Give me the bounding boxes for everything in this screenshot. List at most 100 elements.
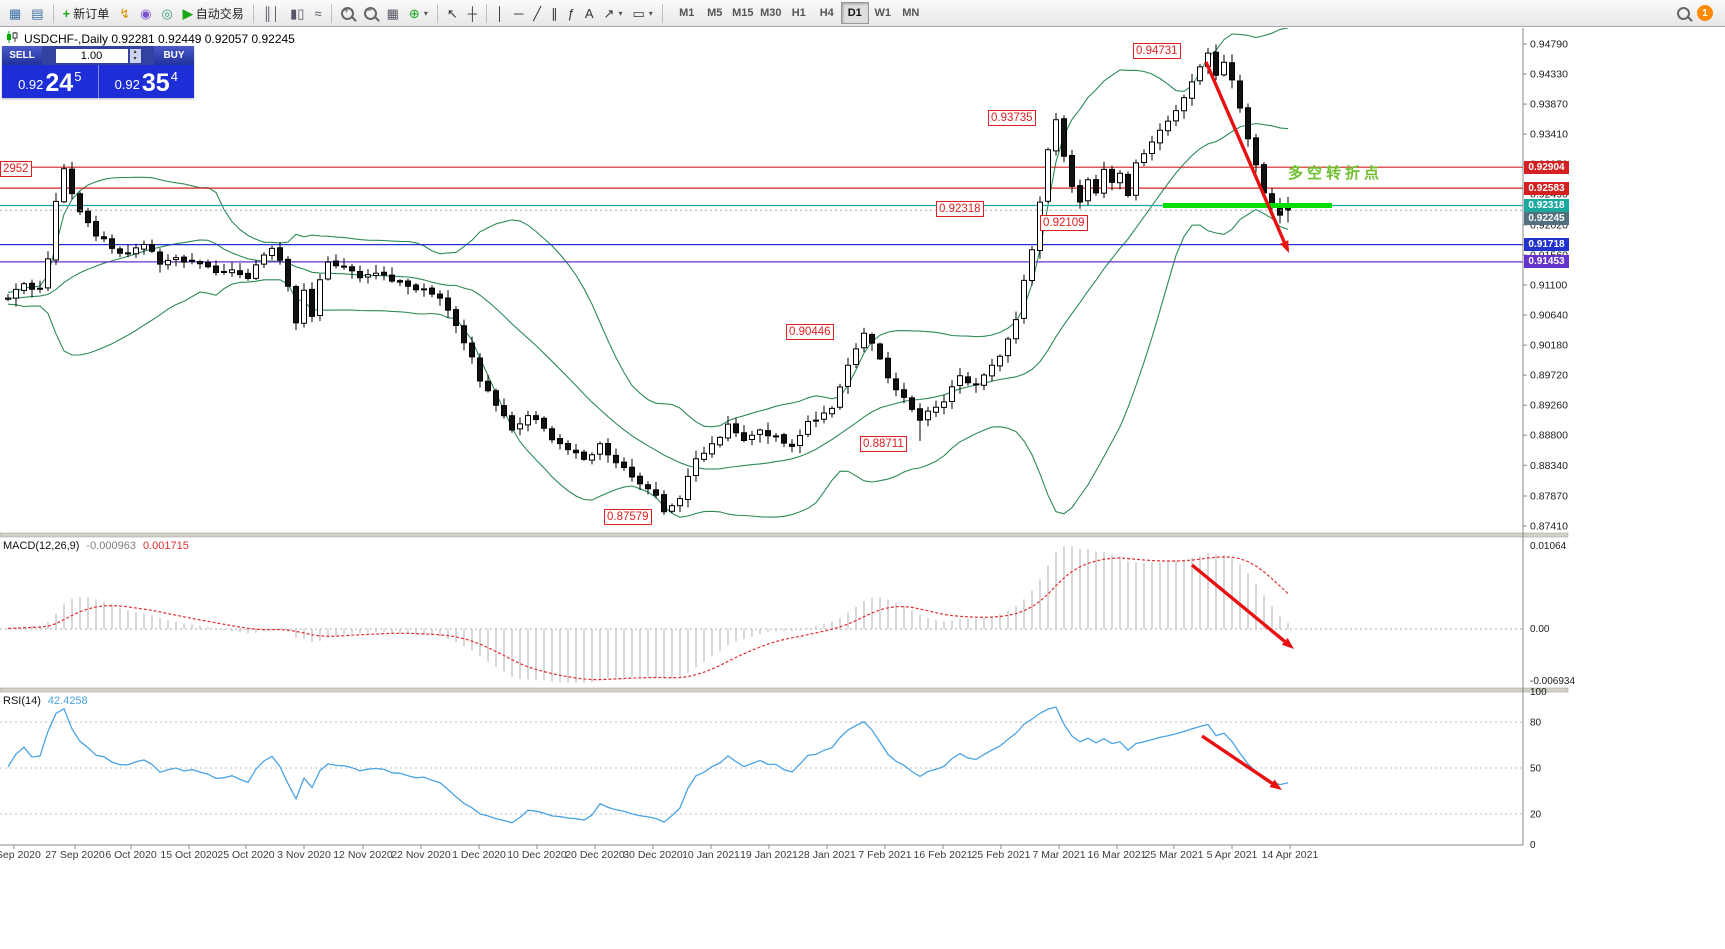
trend-arrow[interactable]	[1190, 563, 1286, 643]
toolbar-separator	[330, 3, 332, 23]
notification-badge[interactable]: 1	[1697, 5, 1713, 21]
buy-button[interactable]: BUY	[154, 46, 194, 65]
date-label: 28 Jan 2021	[798, 849, 856, 861]
price-axis-tag: 0.92904	[1524, 161, 1569, 174]
indicators-button[interactable]: ⊕ ▾	[404, 1, 433, 25]
price-label[interactable]: 0.88711	[860, 436, 907, 452]
rsi-value: 42.4258	[47, 695, 88, 707]
timeframe-m5[interactable]: M5	[707, 7, 723, 19]
timeframe-w1[interactable]: W1	[874, 7, 892, 19]
volume-decrease-button[interactable]: ▾	[129, 55, 141, 63]
line-chart-type-icon[interactable]: ≈	[309, 1, 326, 25]
panel-separator[interactable]	[0, 687, 1569, 693]
date-label: 7 Mar 2021	[1032, 849, 1085, 861]
price-label[interactable]: 0.87579	[604, 509, 652, 525]
chevron-down-icon: ▾	[618, 8, 623, 18]
timeframe-m1[interactable]: M1	[679, 7, 695, 19]
shapes-tool-button[interactable]: ▭ ▾	[627, 1, 657, 25]
price-tick-label: 0.94330	[1530, 69, 1568, 81]
one-click-prices: 0.92 24 5 0.92 35 4	[2, 65, 194, 98]
price-label[interactable]: 0.92318	[936, 201, 984, 217]
buy-price[interactable]: 0.92 35 4	[99, 65, 195, 98]
chevron-down-icon: ▾	[423, 8, 428, 18]
date-label: 27 Sep 2020	[45, 849, 105, 861]
autotrading-button[interactable]: ▶ 自动交易	[178, 1, 249, 25]
price-label[interactable]: 0.92109	[1040, 215, 1088, 231]
magnifier-icon	[363, 6, 377, 20]
rsi-axis-label: 50	[1530, 764, 1542, 775]
fibonacci-icon[interactable]: ƒ	[563, 1, 580, 25]
zoom-in-button[interactable]: +	[336, 1, 359, 25]
trendline-icon-glyph: ╱	[533, 5, 542, 21]
date-label: 1 Dec 2020	[452, 849, 506, 861]
panel-separator[interactable]	[0, 532, 1569, 538]
metaeditor-icon[interactable]: ↯	[114, 1, 135, 25]
timeframe-d1[interactable]: D1	[840, 2, 869, 24]
date-label: 20 Dec 2020	[565, 849, 625, 861]
signals-icon[interactable]: ◎	[156, 1, 177, 25]
toolbar-separator	[52, 3, 54, 23]
zoom-out-button[interactable]: −	[359, 1, 382, 25]
price-tick-label: 0.87870	[1530, 491, 1568, 503]
autotrading-button-label: 自动交易	[195, 6, 244, 21]
sell-button[interactable]: SELL	[2, 46, 42, 65]
timeframe-m30[interactable]: M30	[760, 7, 782, 19]
timeframe-m15[interactable]: M15	[732, 7, 754, 19]
price-label[interactable]: 0.94731	[1133, 43, 1181, 59]
toolbar-separator	[252, 3, 254, 23]
price-tick-label: 0.93410	[1530, 129, 1568, 141]
vertical-line-icon[interactable]: │	[491, 1, 509, 25]
date-label: 30 Dec 2020	[623, 849, 683, 861]
turning-point-annotation[interactable]: 多空转折点	[1288, 165, 1384, 182]
arrows-tool-button[interactable]: ↗ ▾	[599, 1, 628, 25]
macd-axis-label: 0.01064	[1530, 541, 1567, 552]
volume-value[interactable]: 1.00	[55, 48, 128, 63]
trendline-icon[interactable]: ╱	[528, 1, 546, 25]
text-tool-icon[interactable]: A	[580, 1, 599, 25]
rsi-axis-label: 100	[1530, 687, 1547, 698]
candlestick-type-icon[interactable]: ▮▯	[285, 1, 309, 25]
text-tool-icon-glyph: A	[584, 5, 594, 21]
timeframe-h4[interactable]: H4	[819, 7, 834, 19]
sell-price-sup: 5	[74, 69, 82, 84]
cursor-icon[interactable]: ↖	[442, 1, 463, 25]
date-label: 14 Apr 2021	[1262, 849, 1319, 861]
date-label: 12 Nov 2020	[333, 849, 393, 861]
new-chart-icon[interactable]: ▦	[4, 1, 26, 25]
market-icon[interactable]: ◉	[135, 1, 156, 25]
trend-arrow[interactable]	[1201, 734, 1274, 785]
channel-icon[interactable]: ∥	[546, 1, 563, 25]
search-button[interactable]	[1672, 1, 1695, 25]
price-axis-tag: 0.92583	[1524, 182, 1569, 195]
tile-windows-icon[interactable]: ▦	[382, 1, 404, 25]
price-label[interactable]: 0.90446	[786, 324, 834, 340]
timeframe-mn[interactable]: MN	[902, 7, 920, 19]
volume-spinner: ▴ ▾	[129, 48, 141, 63]
volume-increase-button[interactable]: ▴	[129, 48, 141, 56]
price-axis-tag: 0.92318	[1524, 199, 1569, 212]
trend-arrow[interactable]	[1204, 61, 1286, 243]
chevron-down-icon: ▾	[648, 8, 653, 18]
price-label[interactable]: 0.93735	[988, 110, 1036, 126]
macd-main-value: -0.000963	[86, 540, 136, 552]
price-tick-label: 0.90640	[1530, 310, 1568, 322]
date-label: 10 Jan 2021	[682, 849, 740, 861]
price-axis-tag: 0.92245	[1524, 212, 1569, 225]
price-tick-label: 0.87410	[1530, 521, 1568, 533]
volume-field[interactable]: 1.00 ▴ ▾	[42, 46, 154, 65]
crosshair-icon[interactable]: ┼	[463, 1, 482, 25]
new-order-button[interactable]: + 新订单	[58, 1, 115, 25]
sell-price[interactable]: 0.92 24 5	[2, 65, 98, 98]
profiles-icon[interactable]: ▤	[26, 1, 48, 25]
price-label[interactable]: 2952	[0, 161, 32, 177]
date-label: 16 Mar 2021	[1088, 849, 1147, 861]
search-icon	[1677, 6, 1690, 20]
crosshair-icon-glyph: ┼	[467, 5, 477, 21]
rsi-axis-label: 0	[1530, 840, 1536, 851]
macd-axis-label: -0.006934	[1530, 676, 1575, 687]
horizontal-line-icon[interactable]: ─	[509, 1, 528, 25]
bar-chart-type-icon[interactable]: ║│	[258, 1, 285, 25]
timeframe-h1[interactable]: H1	[791, 7, 806, 19]
